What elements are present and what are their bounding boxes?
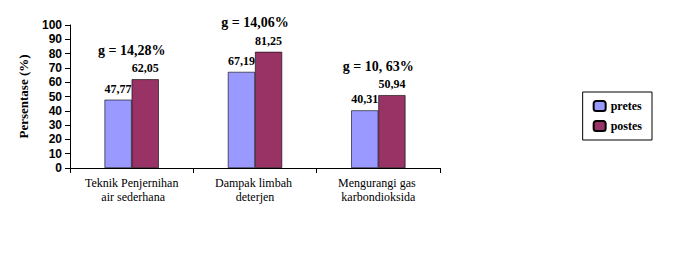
svg-text:g = 10, 63%: g = 10, 63%	[343, 59, 414, 74]
svg-text:40: 40	[49, 104, 63, 118]
svg-text:50: 50	[49, 90, 63, 104]
svg-text:67,19: 67,19	[228, 54, 255, 68]
svg-text:karbondioksida: karbondioksida	[341, 190, 416, 204]
svg-text:0: 0	[55, 161, 62, 175]
svg-text:g = 14,06%: g = 14,06%	[221, 15, 288, 30]
svg-text:air sederhana: air sederhana	[98, 190, 165, 204]
svg-text:Persentase (%): Persentase (%)	[16, 54, 31, 138]
svg-text:47,77: 47,77	[105, 82, 132, 96]
svg-text:60: 60	[49, 75, 63, 89]
svg-text:80: 80	[49, 47, 63, 61]
svg-text:70: 70	[49, 61, 63, 75]
svg-text:81,25: 81,25	[255, 34, 282, 48]
svg-text:g = 14,28%: g = 14,28%	[98, 43, 165, 58]
svg-text:30: 30	[49, 118, 63, 132]
svg-text:90: 90	[49, 32, 63, 46]
svg-text:100: 100	[42, 18, 62, 32]
svg-text:50,94: 50,94	[378, 77, 405, 91]
svg-text:62,05: 62,05	[132, 61, 159, 75]
svg-text:deterjen: deterjen	[236, 190, 275, 204]
svg-text:pretes: pretes	[611, 99, 642, 113]
svg-text:40,31: 40,31	[351, 92, 378, 106]
svg-text:20: 20	[49, 132, 63, 146]
svg-text:postes: postes	[611, 119, 643, 133]
svg-text:10: 10	[49, 147, 63, 161]
svg-text:Teknik Penjernihan: Teknik Penjernihan	[85, 176, 178, 190]
svg-text:Dampak limbah: Dampak limbah	[215, 176, 295, 190]
svg-text:Mengurangi gas: Mengurangi gas	[338, 176, 419, 190]
